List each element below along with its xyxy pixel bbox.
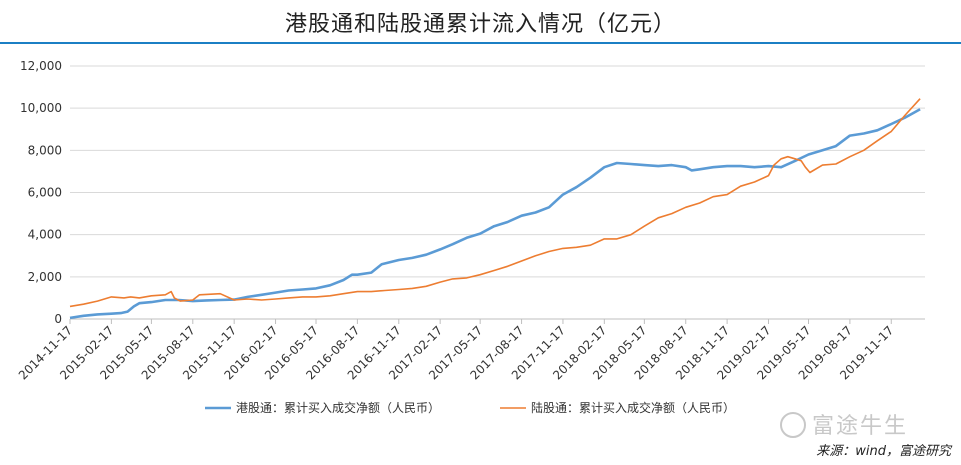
legend-label: 港股通：累计买入成交净额（人民币） [236, 400, 440, 415]
y-tick-label: 4,000 [28, 228, 62, 242]
series-lines [69, 98, 921, 320]
series-line-1 [69, 108, 921, 320]
y-tick-label: 0 [54, 312, 62, 326]
y-tick-label: 10,000 [20, 101, 62, 115]
gridlines [70, 65, 925, 320]
series-line-2 [69, 98, 921, 308]
y-tick-label: 12,000 [20, 59, 62, 73]
chart-title: 港股通和陆股通累计流入情况（亿元） [284, 12, 676, 37]
legend-label: 陆股通：累计买入成交净额（人民币） [531, 400, 735, 415]
legend: 港股通：累计买入成交净额（人民币） 陆股通：累计买入成交净额（人民币） [205, 400, 735, 415]
y-tick-label: 8,000 [28, 143, 62, 157]
y-tick-label: 2,000 [28, 270, 62, 284]
watermark-text: 富途牛生 [812, 414, 909, 439]
y-tick-label: 6,000 [28, 186, 62, 200]
watermark-logo: 富途牛生 [780, 408, 908, 440]
title-divider [0, 42, 961, 44]
source-note: 来源：wind，富途研究 [816, 444, 951, 459]
paw-icon [780, 412, 806, 438]
axes: 02,0004,0006,0008,00010,00012,0002014-11… [16, 59, 896, 382]
